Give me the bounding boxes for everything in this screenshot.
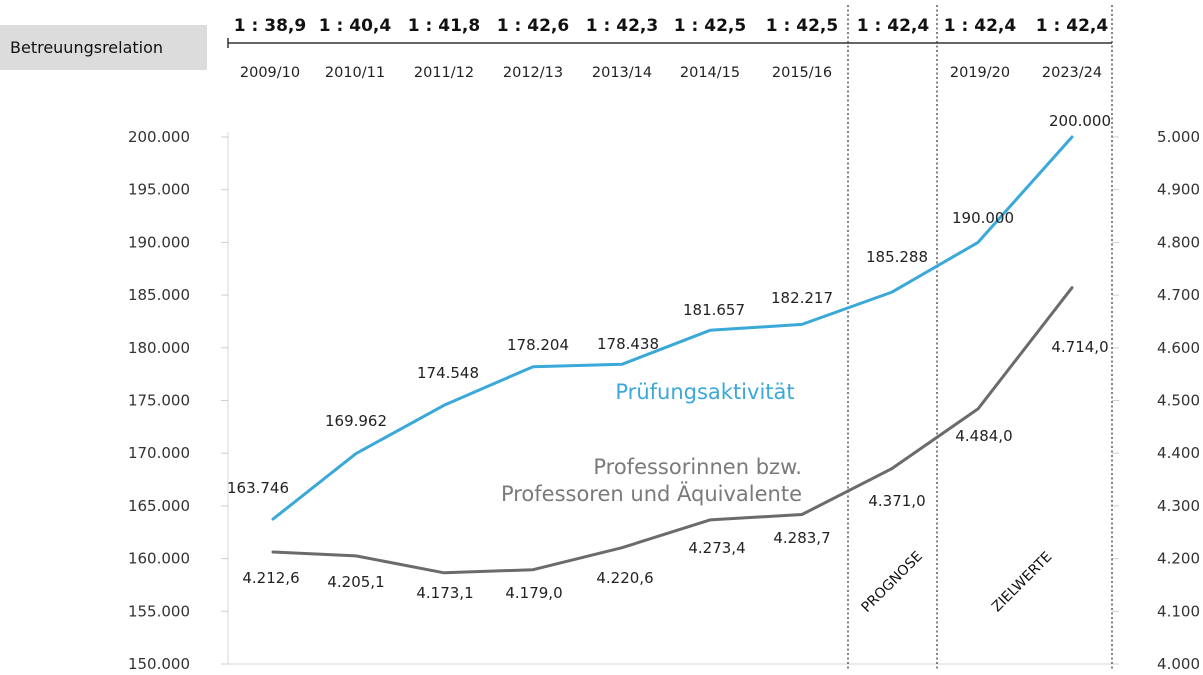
- right-tick-label: 4.600: [1157, 339, 1200, 357]
- right-tick-label: 4.300: [1157, 497, 1200, 515]
- grey-data-label: 4.205,1: [327, 573, 384, 591]
- right-tick-label: 5.000: [1157, 128, 1200, 146]
- right-tick-label: 4.100: [1157, 602, 1200, 620]
- left-tick-label: 150.000: [128, 655, 190, 673]
- blue-data-label: 178.438: [597, 335, 659, 353]
- betreuungsrelation-label: Betreuungsrelation: [10, 38, 163, 57]
- data-labels: 163.746 169.962 174.548 178.204 178.438 181.6…: [227, 112, 1111, 602]
- blue-data-label: 174.548: [417, 364, 479, 382]
- right-tick-label: 4.900: [1157, 181, 1200, 199]
- series-name-pruefungsaktivitaet: Prüfungsaktivität: [615, 380, 794, 404]
- left-tick-label: 170.000: [128, 444, 190, 462]
- ratio-value: 1 : 42,5: [674, 16, 746, 36]
- grey-data-label: 4.371,0: [868, 492, 925, 510]
- blue-data-label: 182.217: [771, 289, 833, 307]
- blue-data-label: 185.288: [866, 248, 928, 266]
- ratio-value: 1 : 42,4: [1036, 16, 1109, 36]
- left-tick-label: 185.000: [128, 286, 190, 304]
- left-tick-label: 200.000: [128, 128, 190, 146]
- right-tick-label: 4.000: [1157, 655, 1200, 673]
- ratio-value: 1 : 38,9: [234, 16, 306, 36]
- year-label: 2019/20: [950, 65, 1010, 81]
- betreuungsrelation-badge: [0, 25, 207, 70]
- series-line-professoren: [271, 286, 1074, 575]
- blue-data-label: 200.000: [1049, 112, 1111, 130]
- blue-data-label: 181.657: [683, 301, 745, 319]
- year-label: 2023/24: [1042, 65, 1102, 81]
- grey-data-label: 4.714,0: [1051, 338, 1108, 356]
- series-line-pruefungsaktivitaet: [271, 135, 1074, 521]
- ratio-header: Betreuungsrelation 1 : 38,9 1 : 40,4 1 : 41…: [0, 16, 1112, 81]
- series-name-professoren: Professorinnen bzw. Professoren und Äquiv…: [501, 455, 802, 506]
- axes: 150.000 155.000 160.000 165.000 170.000 175.0…: [128, 128, 1200, 673]
- left-tick-label: 165.000: [128, 497, 190, 515]
- blue-data-label: 169.962: [325, 412, 387, 430]
- grey-data-label: 4.212,6: [242, 569, 299, 587]
- left-tick-label: 190.000: [128, 233, 190, 251]
- ratio-value: 1 : 41,8: [408, 16, 480, 36]
- left-tick-label: 175.000: [128, 392, 190, 410]
- right-tick-label: 4.400: [1157, 444, 1200, 462]
- year-label: 2010/11: [325, 65, 385, 81]
- right-tick-label: 4.500: [1157, 392, 1200, 410]
- year-label: 2014/15: [680, 65, 740, 81]
- grey-data-label: 4.484,0: [955, 427, 1012, 445]
- grey-data-label: 4.283,7: [773, 529, 830, 547]
- grey-data-label: 4.179,0: [505, 584, 562, 602]
- grey-data-label: 4.273,4: [688, 539, 745, 557]
- ratio-value: 1 : 42,4: [857, 16, 930, 36]
- left-tick-label: 180.000: [128, 339, 190, 357]
- ratio-value: 1 : 40,4: [319, 16, 392, 36]
- blue-data-label: 178.204: [507, 336, 569, 354]
- ratio-value: 1 : 42,5: [766, 16, 838, 36]
- year-label: 2013/14: [592, 65, 652, 81]
- right-tick-label: 4.700: [1157, 286, 1200, 304]
- year-label: 2011/12: [414, 65, 474, 81]
- left-tick-label: 195.000: [128, 181, 190, 199]
- right-tick-label: 4.800: [1157, 233, 1200, 251]
- grey-data-label: 4.173,1: [416, 584, 473, 602]
- left-tick-label: 160.000: [128, 550, 190, 568]
- blue-data-label: 190.000: [952, 209, 1014, 227]
- year-label: 2012/13: [503, 65, 563, 81]
- ratio-value: 1 : 42,4: [944, 16, 1017, 36]
- series: [271, 135, 1074, 575]
- left-tick-label: 155.000: [128, 602, 190, 620]
- year-label: 2009/10: [240, 65, 300, 81]
- year-label: 2015/16: [772, 65, 832, 81]
- ratio-value: 1 : 42,6: [497, 16, 569, 36]
- ratio-value: 1 : 42,3: [586, 16, 658, 36]
- grey-data-label: 4.220,6: [596, 569, 653, 587]
- blue-data-label: 163.746: [227, 479, 289, 497]
- zone-label: ZIELWERTE: [989, 549, 1055, 615]
- zone-label: PROGNOSE: [858, 548, 925, 615]
- right-tick-label: 4.200: [1157, 550, 1200, 568]
